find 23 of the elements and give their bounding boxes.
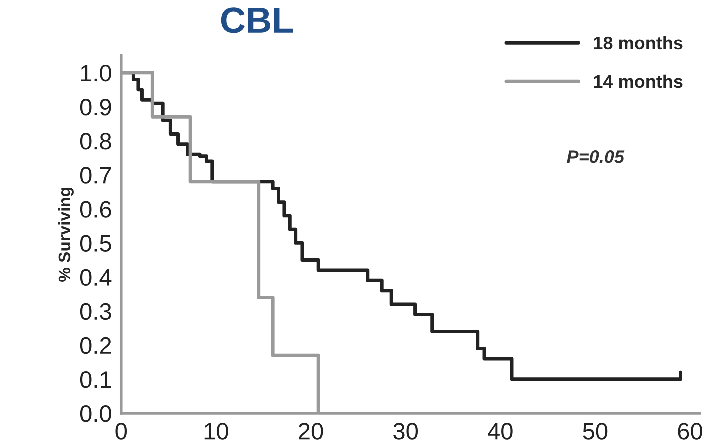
x-tick-label: 0 [116, 423, 128, 440]
legend-label: 18 months [594, 36, 683, 50]
y-tick-label: 0.6 [80, 201, 112, 218]
x-tick-label: 40 [488, 423, 513, 440]
x-tick-label: 60 [678, 423, 702, 440]
y-tick-label: 0.8 [80, 133, 112, 150]
y-tick-label: 0.2 [80, 337, 112, 354]
y-tick-label: 0.9 [80, 99, 112, 116]
y-tick-label: 0.1 [80, 371, 112, 388]
annotation: P=0.05 [567, 150, 625, 164]
chart-title: CBL [221, 8, 294, 34]
y-axis-title: % Surviving [58, 188, 74, 282]
x-tick-label: 20 [299, 423, 324, 440]
y-tick-label: 0.5 [80, 235, 112, 252]
x-tick-label: 50 [583, 423, 608, 440]
x-tick-label: 30 [394, 423, 418, 440]
y-tick-label: 0.0 [80, 406, 112, 422]
legend-label: 14 months [594, 74, 683, 88]
y-tick-label: 0.3 [80, 303, 112, 320]
y-tick-label: 0.4 [80, 269, 112, 286]
x-tick-label: 10 [204, 423, 228, 440]
y-tick-label: 0.7 [80, 167, 112, 184]
y-tick-label: 1.0 [81, 64, 112, 82]
